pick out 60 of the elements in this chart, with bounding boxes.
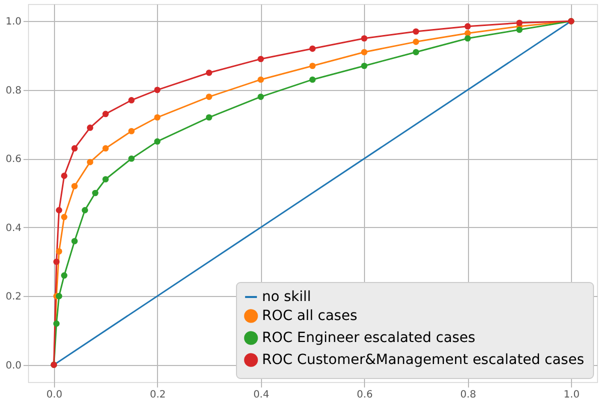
point xyxy=(86,158,94,166)
point xyxy=(464,23,471,30)
point xyxy=(154,86,160,94)
point xyxy=(61,272,68,279)
point xyxy=(206,114,212,121)
x-tick-label: 0.8 xyxy=(460,390,476,400)
point xyxy=(102,110,109,118)
y-tick-label: 0.0 xyxy=(6,360,22,372)
y-tick-label: 1.0 xyxy=(6,16,22,28)
point xyxy=(92,190,98,196)
point xyxy=(154,138,160,145)
point xyxy=(102,176,109,182)
legend-label: ROC all cases xyxy=(262,308,358,324)
point xyxy=(309,62,316,70)
point xyxy=(128,128,135,134)
legend-label: ROC Engineer escalated cases xyxy=(262,330,476,346)
point xyxy=(128,155,135,162)
point xyxy=(61,214,68,220)
legend-label: ROC Customer&Management escalated cases xyxy=(262,352,584,368)
point xyxy=(361,62,368,70)
point xyxy=(258,76,264,83)
y-tick-label: 0.4 xyxy=(6,222,22,234)
point xyxy=(412,28,420,35)
point xyxy=(309,76,316,83)
point xyxy=(71,145,78,152)
point xyxy=(86,124,94,131)
point xyxy=(464,35,471,42)
point xyxy=(71,182,78,190)
point xyxy=(206,94,212,100)
point xyxy=(82,207,88,214)
point xyxy=(128,97,135,104)
x-tick-label: 0.2 xyxy=(150,390,166,400)
point xyxy=(412,38,420,45)
y-tick-label: 0.8 xyxy=(6,85,22,96)
point xyxy=(56,292,62,300)
y-tick-label: 0.2 xyxy=(6,292,22,303)
x-tick-label: 0.4 xyxy=(253,390,270,400)
point xyxy=(412,48,420,56)
point xyxy=(56,248,62,255)
point xyxy=(361,48,368,56)
x-tick-label: 1.0 xyxy=(564,390,580,400)
point xyxy=(53,258,60,265)
point xyxy=(53,320,60,327)
point xyxy=(309,46,316,52)
point xyxy=(102,145,109,152)
point xyxy=(258,94,264,100)
point xyxy=(464,30,471,36)
point xyxy=(61,172,68,179)
point xyxy=(71,238,78,244)
point xyxy=(516,20,523,26)
point xyxy=(361,35,368,42)
x-tick-label: 0.0 xyxy=(46,390,62,400)
point xyxy=(258,56,264,62)
point xyxy=(56,207,62,214)
legend-label: no skill xyxy=(262,289,311,305)
point xyxy=(516,26,523,33)
x-tick-label: 0.6 xyxy=(356,390,373,400)
point xyxy=(206,70,212,76)
point xyxy=(154,114,160,121)
y-tick-label: 0.6 xyxy=(6,154,22,166)
